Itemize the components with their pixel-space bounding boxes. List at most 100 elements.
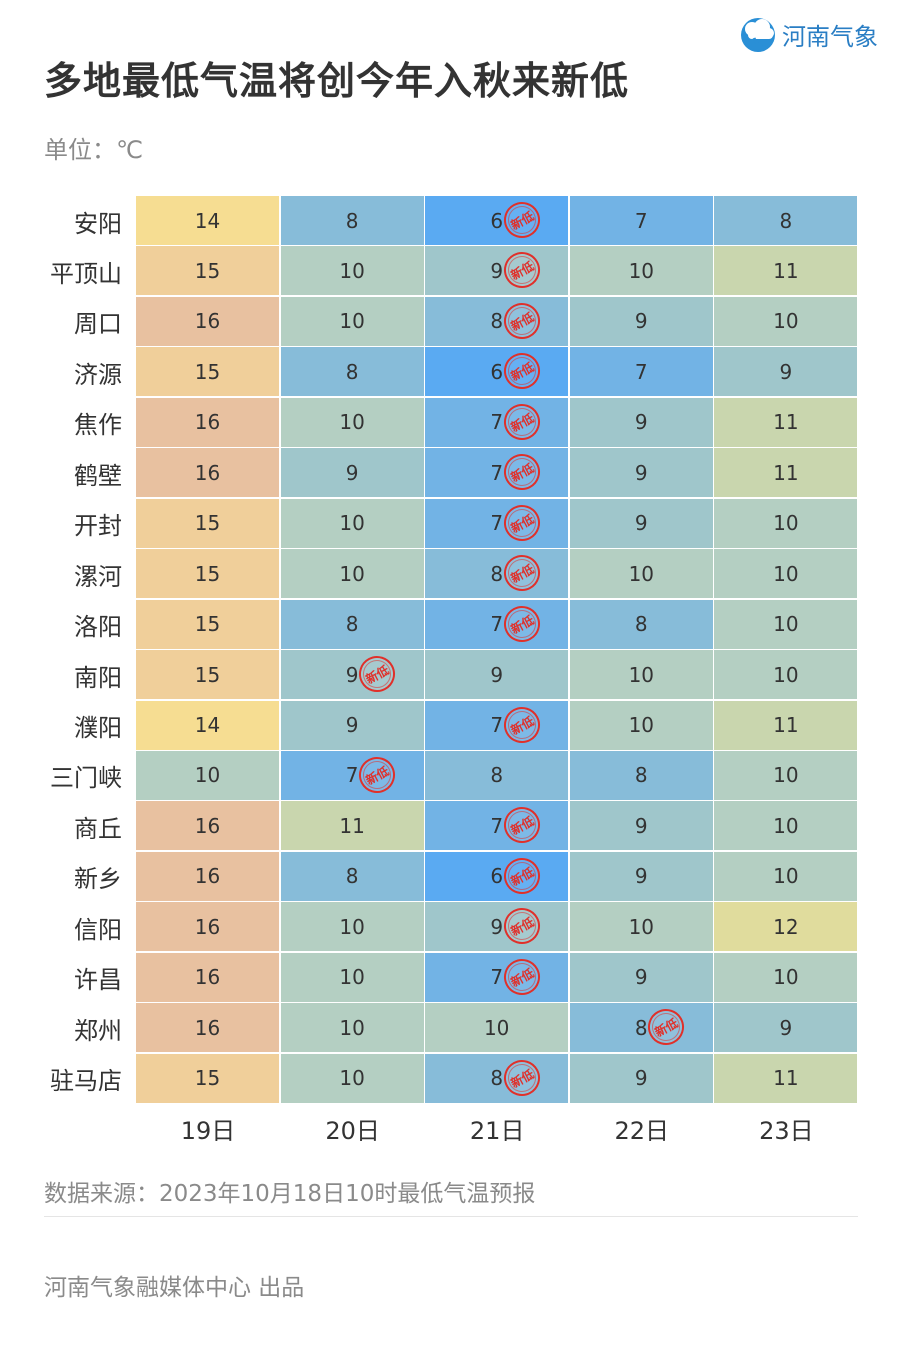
table-cell: 10 <box>714 952 858 1002</box>
table-cell: 16 <box>136 296 279 346</box>
table-cell: 10 <box>714 851 858 901</box>
table-cell: 10 <box>714 549 858 599</box>
table-cell: 10 <box>280 902 424 952</box>
table-cell: 6 <box>425 196 569 245</box>
table-cell: 16 <box>136 851 279 901</box>
table-cell: 11 <box>714 448 858 498</box>
table-cell: 10 <box>280 1053 424 1103</box>
table-cell: 8 <box>280 851 424 901</box>
table-cell: 16 <box>136 801 279 851</box>
row-label: 开封 <box>74 512 122 541</box>
table-cell: 8 <box>569 599 713 649</box>
table-cell: 10 <box>714 498 858 548</box>
table-cell: 8 <box>569 750 713 800</box>
table-cell: 7 <box>569 347 713 397</box>
table-cell: 10 <box>280 397 424 447</box>
table-cell: 8 <box>714 196 858 245</box>
table-cell: 10 <box>569 246 713 296</box>
row-label: 驻马店 <box>50 1067 122 1096</box>
table-cell: 9 <box>569 296 713 346</box>
table-cell: 10 <box>714 750 858 800</box>
table-cell: 7 <box>425 599 569 649</box>
credit: 河南气象融媒体中心 出品 <box>44 1275 305 1301</box>
table-cell: 10 <box>280 1003 424 1053</box>
table-cell: 6 <box>425 851 569 901</box>
table-cell: 9 <box>569 851 713 901</box>
table-cell: 8 <box>280 196 424 245</box>
table-cell: 14 <box>136 700 279 750</box>
table-cell: 9 <box>569 801 713 851</box>
table-cell: 11 <box>280 801 424 851</box>
row-label: 新乡 <box>74 865 122 894</box>
table-cell: 15 <box>136 650 279 700</box>
table-cell: 10 <box>569 902 713 952</box>
row-label: 南阳 <box>74 663 122 692</box>
table-cell: 7 <box>425 801 569 851</box>
table-cell: 6 <box>425 347 569 397</box>
table-cell: 15 <box>136 498 279 548</box>
table-cell: 11 <box>714 700 858 750</box>
table-cell: 10 <box>714 296 858 346</box>
row-label: 济源 <box>74 360 122 389</box>
table-cell: 9 <box>425 902 569 952</box>
table-cell: 16 <box>136 1003 279 1053</box>
table-cell: 16 <box>136 397 279 447</box>
row-label: 周口 <box>74 310 122 339</box>
table-cell: 11 <box>714 246 858 296</box>
row-label: 许昌 <box>74 966 122 995</box>
row-label: 平顶山 <box>50 259 122 288</box>
table-cell: 15 <box>136 347 279 397</box>
table-cell: 8 <box>280 347 424 397</box>
table-cell: 9 <box>280 700 424 750</box>
table-cell: 8 <box>425 549 569 599</box>
page-title: 多地最低气温将创今年入秋来新低 <box>44 59 630 103</box>
row-label: 漯河 <box>74 562 122 591</box>
table-cell: 9 <box>280 650 424 700</box>
table-cell: 15 <box>136 599 279 649</box>
table-cell: 10 <box>714 599 858 649</box>
table-cell: 10 <box>569 700 713 750</box>
table-cell: 8 <box>569 1003 713 1053</box>
row-label: 洛阳 <box>74 613 122 642</box>
table-cell: 8 <box>425 750 569 800</box>
row-label: 郑州 <box>74 1016 122 1045</box>
table-cell: 10 <box>280 952 424 1002</box>
table-cell: 9 <box>569 952 713 1002</box>
table-cell: 7 <box>425 952 569 1002</box>
data-source: 数据来源：2023年10月18日10时最低气温预报 <box>44 1181 536 1207</box>
table-cell: 11 <box>714 1053 858 1103</box>
table-cell: 15 <box>136 246 279 296</box>
row-label: 信阳 <box>74 915 122 944</box>
table-cell: 10 <box>425 1003 569 1053</box>
table-cell: 7 <box>569 196 713 245</box>
table-cell: 10 <box>714 801 858 851</box>
row-label: 焦作 <box>74 411 122 440</box>
row-label: 鹤壁 <box>74 461 122 490</box>
table-cell: 7 <box>425 448 569 498</box>
table-cell: 10 <box>136 750 279 800</box>
table-cell: 7 <box>425 700 569 750</box>
row-label: 商丘 <box>74 814 122 843</box>
table-cell: 8 <box>280 599 424 649</box>
table-cell: 7 <box>280 750 424 800</box>
table-cell: 10 <box>280 296 424 346</box>
table-cell: 16 <box>136 902 279 952</box>
table-cell: 15 <box>136 549 279 599</box>
table-cell: 10 <box>280 246 424 296</box>
table-cell: 12 <box>714 902 858 952</box>
table-cell: 9 <box>714 347 858 397</box>
table-cell: 9 <box>425 650 569 700</box>
table-cell: 14 <box>136 196 279 245</box>
table-cell: 10 <box>569 650 713 700</box>
table-cell: 9 <box>569 397 713 447</box>
table-cell: 10 <box>280 498 424 548</box>
table-cell: 9 <box>569 498 713 548</box>
table-cell: 9 <box>425 246 569 296</box>
table-cell: 9 <box>280 448 424 498</box>
table-cell: 11 <box>714 397 858 447</box>
column-label: 20日 <box>325 1116 380 1145</box>
column-label: 23日 <box>759 1116 814 1145</box>
logo: 河南气象 <box>738 14 878 54</box>
column-label: 22日 <box>614 1116 670 1145</box>
unit-label: 单位：℃ <box>44 136 143 164</box>
